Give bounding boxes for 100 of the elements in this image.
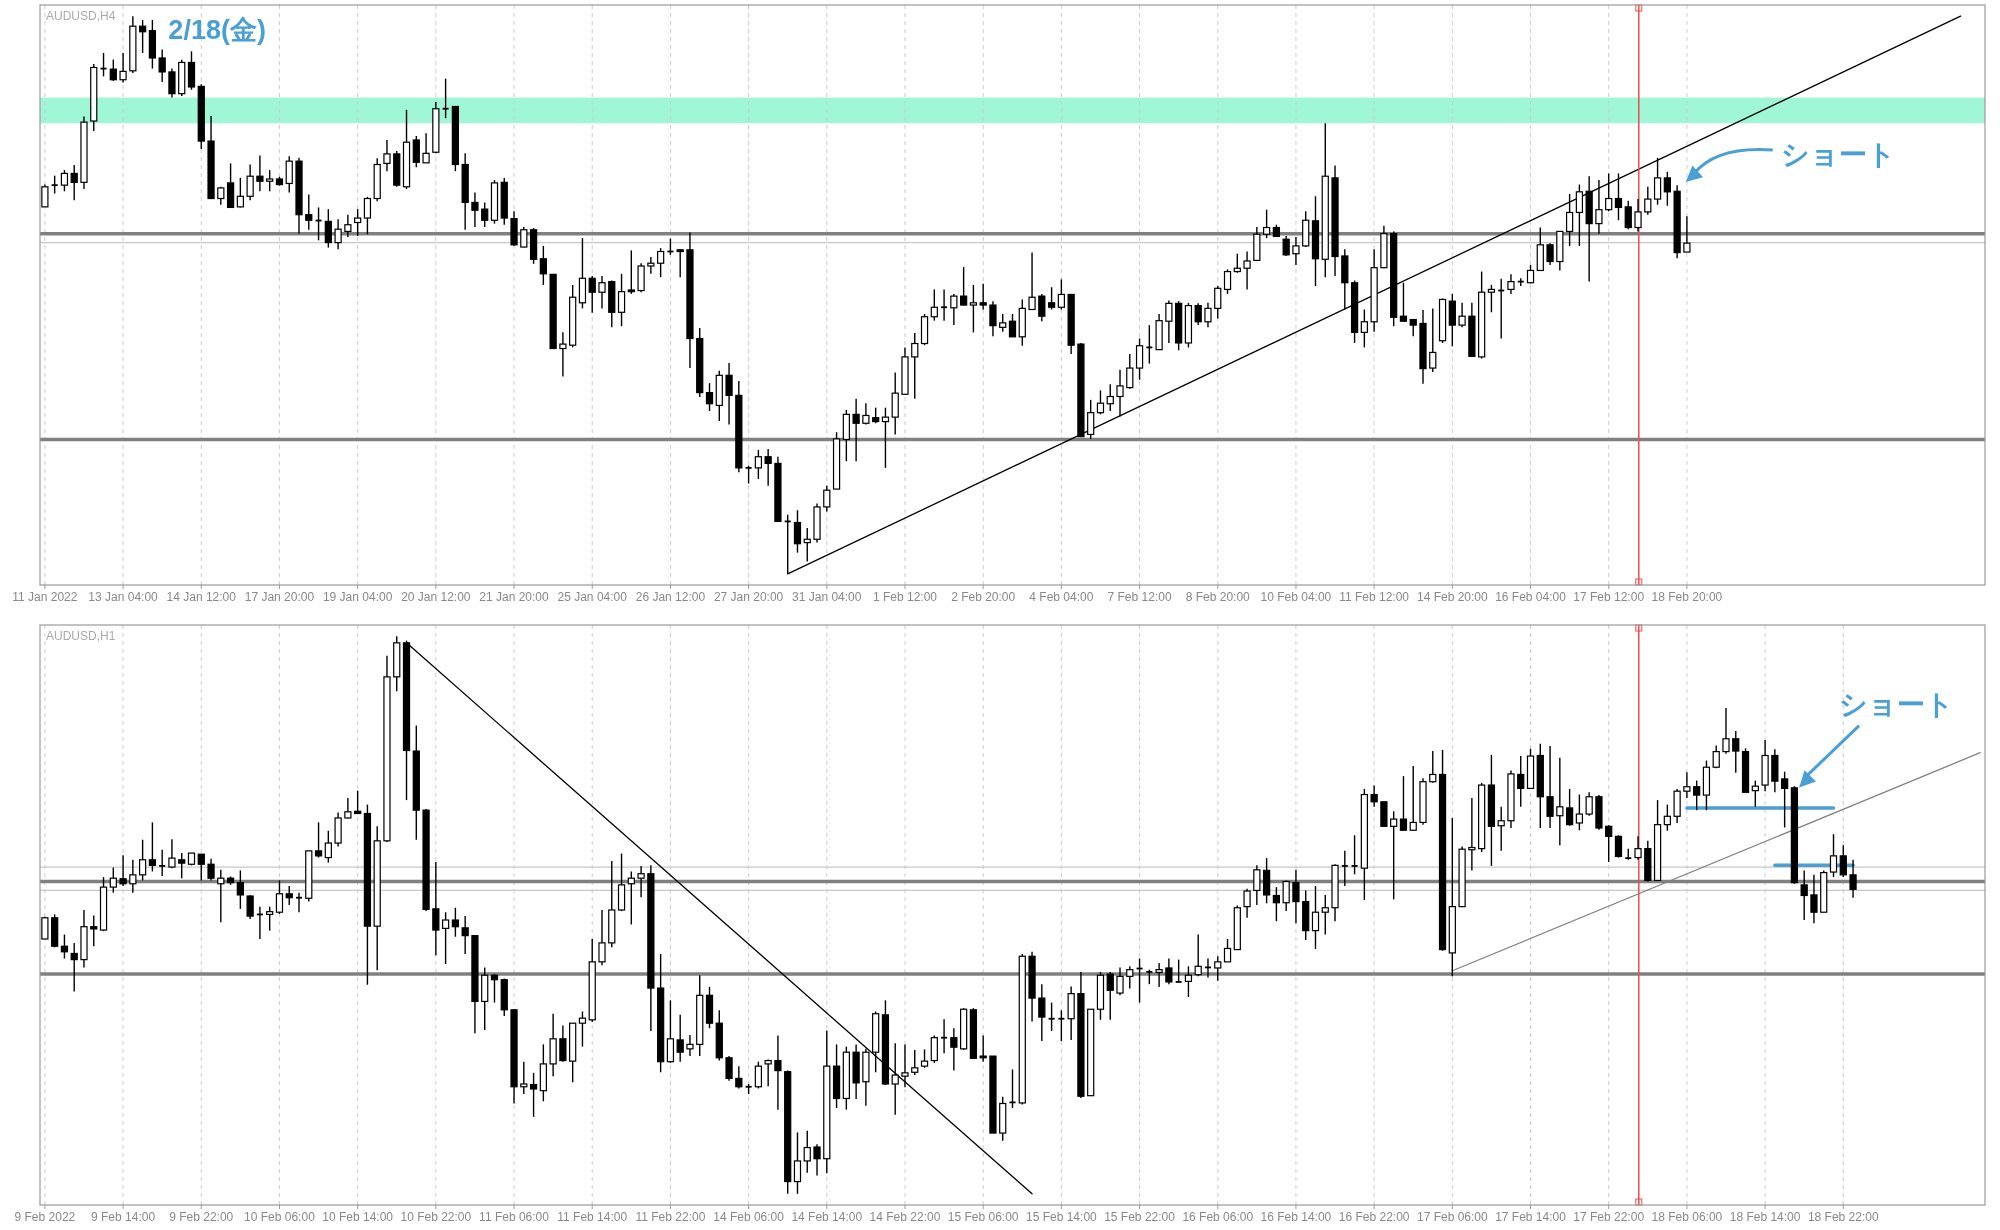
candlestick	[578, 1010, 587, 1048]
candlestick	[1038, 983, 1046, 1042]
candlestick	[1565, 193, 1574, 247]
candlestick	[1595, 179, 1603, 235]
candlestick	[1350, 834, 1359, 875]
candlestick	[647, 256, 655, 275]
candlestick	[1194, 933, 1202, 978]
x-tick-label: 4 Feb 04:00	[1029, 590, 1094, 604]
candlestick	[1497, 806, 1505, 852]
candlestick	[1458, 302, 1466, 329]
x-tick-label: 25 Jan 04:00	[557, 590, 628, 604]
candlestick	[1732, 730, 1740, 774]
x-tick-label: 10 Feb 22:00	[400, 1210, 472, 1224]
x-tick-label: 16 Feb 04:00	[1495, 590, 1567, 604]
candlestick	[627, 249, 635, 295]
candlestick	[657, 247, 665, 278]
candlestick	[109, 866, 117, 894]
candlestick	[803, 1130, 811, 1174]
candlestick	[793, 509, 802, 554]
candlestick	[334, 218, 342, 250]
x-tick-label: 17 Feb 22:00	[1573, 1210, 1645, 1224]
candlestick	[1223, 938, 1232, 963]
candlestick	[588, 275, 596, 314]
annotation: ショート	[1839, 689, 1955, 721]
candlestick	[344, 797, 352, 820]
candlestick	[383, 139, 391, 172]
candlestick	[1429, 750, 1437, 784]
candlestick	[295, 891, 303, 913]
candlestick	[1106, 383, 1114, 412]
candlestick	[979, 283, 987, 311]
candlestick	[344, 213, 352, 238]
candlestick	[1214, 955, 1222, 982]
candlestick	[1390, 810, 1398, 901]
candlestick	[441, 77, 450, 119]
candlestick	[1546, 242, 1554, 266]
candlestick	[598, 275, 606, 310]
x-tick-label: 18 Feb 20:00	[1651, 590, 1723, 604]
candlestick	[1243, 888, 1251, 919]
x-tick-label: 15 Feb 22:00	[1104, 1210, 1176, 1224]
candlestick	[725, 362, 733, 426]
x-tick-label: 15 Feb 14:00	[1026, 1210, 1098, 1224]
candlestick	[412, 135, 420, 168]
candlestick	[1448, 293, 1456, 348]
x-tick-label: 16 Feb 06:00	[1182, 1210, 1254, 1224]
candlestick	[314, 821, 323, 859]
candlestick	[1008, 313, 1017, 338]
candlestick	[363, 196, 372, 235]
candlestick	[1204, 302, 1212, 329]
candlestick	[520, 1060, 528, 1095]
candlestick	[1106, 971, 1114, 1021]
x-tick-label: 31 Jan 04:00	[792, 590, 862, 604]
x-tick-label: 16 Feb 22:00	[1338, 1210, 1410, 1224]
candlestick	[422, 132, 430, 164]
chart-title: AUDUSD,H4	[46, 9, 116, 23]
candlestick	[266, 169, 274, 192]
candlestick	[119, 52, 127, 84]
candlestick	[930, 288, 938, 322]
x-tick-label: 10 Feb 04:00	[1260, 590, 1332, 604]
x-tick-label: 1 Feb 12:00	[872, 590, 938, 604]
candlestick	[1399, 282, 1408, 322]
candlestick	[1165, 957, 1173, 985]
candlestick	[70, 942, 78, 993]
candlestick	[774, 1034, 782, 1111]
candlestick	[617, 273, 626, 327]
candlestick	[481, 201, 489, 228]
candlestick	[1487, 284, 1496, 313]
candlestick	[1634, 198, 1642, 233]
candlestick	[1282, 879, 1290, 912]
candlestick	[324, 830, 332, 864]
x-tick-label: 11 Feb 06:00	[479, 1210, 550, 1224]
candlestick	[1409, 765, 1417, 832]
candlestick	[1057, 278, 1065, 311]
candlestick	[598, 909, 606, 966]
candlestick	[1360, 308, 1368, 349]
candlestick	[559, 331, 567, 378]
candlestick	[1575, 183, 1584, 247]
candlestick	[1800, 869, 1808, 921]
candlestick	[940, 1018, 949, 1055]
candlestick	[1057, 1009, 1066, 1042]
x-tick-label: 19 Jan 04:00	[322, 590, 393, 604]
candlestick	[637, 865, 645, 898]
candlestick	[1565, 788, 1574, 827]
candlestick	[686, 1034, 694, 1057]
candlestick	[754, 1060, 763, 1090]
candlestick	[1605, 824, 1613, 863]
x-tick-label: 10 Feb 06:00	[244, 1210, 316, 1224]
candlestick	[1155, 962, 1163, 988]
candlestick	[911, 1049, 919, 1076]
candlestick	[823, 485, 831, 513]
annotation: ショート	[1780, 139, 1896, 170]
candlestick	[1810, 874, 1818, 925]
candlestick	[1683, 215, 1691, 253]
candlestick	[305, 193, 313, 231]
candlestick	[950, 1027, 958, 1072]
x-tick-label: 14 Feb 06:00	[713, 1210, 785, 1224]
candlestick	[236, 869, 244, 910]
candlestick	[1165, 299, 1173, 344]
candlestick	[1653, 157, 1662, 206]
annotation: 2/18(金)	[168, 14, 266, 45]
candlestick	[432, 861, 440, 956]
